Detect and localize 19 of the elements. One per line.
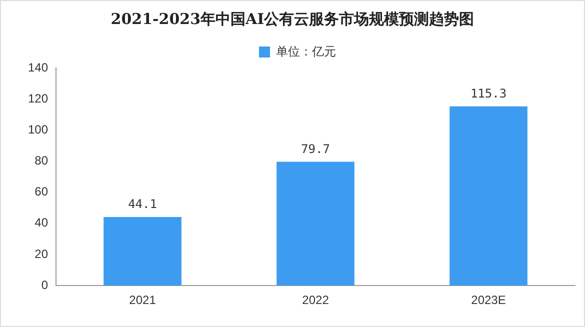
data-label: 115.3: [470, 86, 507, 101]
y-tick-label: 140: [28, 60, 48, 74]
y-tick-label: 0: [41, 278, 48, 292]
y-tick-label: 100: [28, 122, 48, 136]
bar: [276, 162, 354, 286]
chart-title: 2021-2023年中国AI公有云服务市场规模预测趋势图: [110, 10, 476, 29]
x-tick-label: 2021: [129, 293, 156, 308]
y-tick-label: 40: [34, 216, 48, 230]
bar: [104, 217, 182, 286]
y-tick-label: 80: [34, 154, 48, 168]
x-tick-label: 2022: [302, 293, 330, 308]
data-label: 79.7: [301, 142, 330, 156]
bar: [450, 106, 528, 286]
data-label: 44.1: [128, 197, 157, 212]
legend-label: 单位：亿元: [276, 44, 336, 58]
y-tick-label: 20: [34, 246, 48, 261]
y-tick-label: 60: [34, 184, 48, 199]
x-tick-label: 2023E: [471, 293, 506, 308]
y-tick-label: 120: [28, 91, 48, 106]
